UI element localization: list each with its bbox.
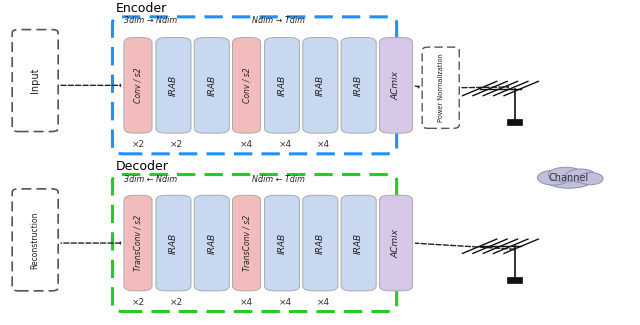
FancyBboxPatch shape xyxy=(124,195,152,291)
Text: Ndim ← Tdim: Ndim ← Tdim xyxy=(252,175,305,184)
Text: IRAB: IRAB xyxy=(316,232,325,254)
Text: Reconstruction: Reconstruction xyxy=(31,211,40,269)
FancyBboxPatch shape xyxy=(507,277,522,283)
Text: Encoder: Encoder xyxy=(116,2,167,15)
FancyBboxPatch shape xyxy=(341,38,376,133)
Text: 3dim ← Ndim: 3dim ← Ndim xyxy=(124,175,177,184)
FancyBboxPatch shape xyxy=(232,195,260,291)
Text: IRAB: IRAB xyxy=(169,75,178,96)
Text: Channel: Channel xyxy=(549,173,589,183)
Text: IRAB: IRAB xyxy=(354,232,363,254)
Text: 3dim → Ndim: 3dim → Ndim xyxy=(124,16,177,25)
Text: IRAB: IRAB xyxy=(316,75,325,96)
Text: TransConv / s2: TransConv / s2 xyxy=(242,215,251,271)
Text: Input: Input xyxy=(30,68,40,93)
Text: ×4: ×4 xyxy=(278,140,291,149)
Text: IRAB: IRAB xyxy=(207,75,216,96)
Text: ×4: ×4 xyxy=(317,140,330,149)
FancyBboxPatch shape xyxy=(232,38,260,133)
FancyBboxPatch shape xyxy=(507,119,522,125)
Text: ACmix: ACmix xyxy=(392,71,401,100)
Text: ×2: ×2 xyxy=(170,298,183,307)
Text: ×2: ×2 xyxy=(131,298,145,307)
Ellipse shape xyxy=(538,170,569,185)
Text: ×4: ×4 xyxy=(317,298,330,307)
FancyBboxPatch shape xyxy=(194,195,229,291)
FancyBboxPatch shape xyxy=(194,38,229,133)
Text: ×4: ×4 xyxy=(240,140,253,149)
Text: Conv / s2: Conv / s2 xyxy=(134,68,143,103)
Text: ×2: ×2 xyxy=(170,140,183,149)
Ellipse shape xyxy=(566,169,596,182)
Text: ×4: ×4 xyxy=(278,298,291,307)
Text: IRAB: IRAB xyxy=(169,232,178,254)
Text: Decoder: Decoder xyxy=(116,160,168,173)
FancyBboxPatch shape xyxy=(264,38,300,133)
Text: Power Normalization: Power Normalization xyxy=(438,53,444,122)
FancyBboxPatch shape xyxy=(264,195,300,291)
Ellipse shape xyxy=(548,167,583,182)
FancyBboxPatch shape xyxy=(124,38,152,133)
FancyBboxPatch shape xyxy=(303,38,338,133)
FancyBboxPatch shape xyxy=(156,38,191,133)
FancyBboxPatch shape xyxy=(341,195,376,291)
Text: IRAB: IRAB xyxy=(278,232,287,254)
Text: IRAB: IRAB xyxy=(278,75,287,96)
Text: ×2: ×2 xyxy=(131,140,145,149)
Text: IRAB: IRAB xyxy=(207,232,216,254)
Text: IRAB: IRAB xyxy=(354,75,363,96)
FancyBboxPatch shape xyxy=(303,195,338,291)
FancyBboxPatch shape xyxy=(380,38,413,133)
Text: Conv / s2: Conv / s2 xyxy=(242,68,251,103)
Text: ×4: ×4 xyxy=(240,298,253,307)
FancyBboxPatch shape xyxy=(380,195,413,291)
Text: TransConv / s2: TransConv / s2 xyxy=(134,215,143,271)
Text: ACmix: ACmix xyxy=(392,228,401,257)
Ellipse shape xyxy=(578,173,603,185)
Text: Ndim → Tdim: Ndim → Tdim xyxy=(252,16,305,25)
FancyBboxPatch shape xyxy=(156,195,191,291)
Ellipse shape xyxy=(546,173,592,188)
